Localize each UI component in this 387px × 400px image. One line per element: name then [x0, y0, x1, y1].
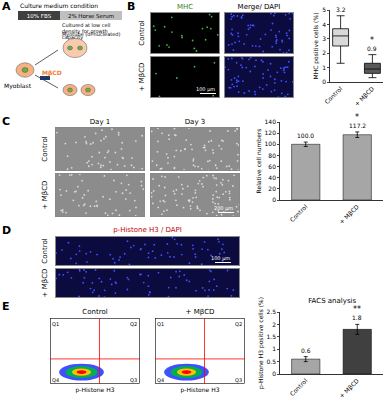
html-text:Q1: Q1	[157, 321, 165, 327]
svg-text:Relative cell numbers: Relative cell numbers	[255, 129, 262, 194]
html-text:100 μm: 100 μm	[211, 255, 231, 261]
html-text:Cultured at low cell density f: Cultured at low cell density for growth …	[62, 22, 111, 40]
html-text:Control: Control	[41, 238, 49, 264]
svg-text:Control: Control	[288, 203, 309, 224]
svg-text:60: 60	[268, 163, 276, 170]
html-text:Control: Control	[138, 20, 146, 46]
html-text:Control: Control	[82, 308, 108, 316]
svg-text:0: 0	[272, 196, 276, 203]
svg-text:1: 1	[272, 345, 276, 352]
html-text:MβCD: MβCD	[42, 69, 62, 76]
svg-text:1.5: 1.5	[266, 333, 276, 340]
html-text:Q4: Q4	[52, 377, 60, 383]
svg-text:1: 1	[322, 64, 326, 71]
html-text:Control: Control	[41, 136, 49, 162]
svg-text:FACS analysis: FACS analysis	[308, 297, 356, 305]
html-text:+ MβCD: + MβCD	[185, 308, 215, 316]
svg-text:5: 5	[322, 6, 326, 13]
svg-text:20: 20	[268, 185, 276, 192]
svg-text:2.5: 2.5	[266, 308, 276, 315]
svg-text:+ MβCD: + MβCD	[338, 377, 361, 400]
svg-text:Control: Control	[288, 377, 309, 398]
svg-text:100: 100	[265, 140, 277, 147]
svg-text:0.5: 0.5	[266, 358, 276, 365]
svg-text:4: 4	[322, 21, 326, 28]
svg-text:140: 140	[265, 118, 277, 125]
svg-text:MHC positive cells (%): MHC positive cells (%)	[312, 13, 320, 80]
html-text:200 μm: 200 μm	[214, 205, 234, 211]
html-text:B: B	[127, 0, 136, 13]
svg-text:100.0: 100.0	[297, 132, 314, 139]
html-text:+ MβCD: + MβCD	[41, 180, 49, 210]
svg-text:1.8: 1.8	[352, 314, 362, 321]
html-text:100 μm: 100 μm	[196, 86, 216, 92]
svg-text:0: 0	[322, 78, 326, 85]
svg-text:120: 120	[265, 129, 277, 136]
html-text:Day 1: Day 1	[89, 118, 111, 126]
html-text:Q4: Q4	[157, 377, 165, 383]
html-text:C: C	[2, 115, 11, 128]
svg-text:3.2: 3.2	[336, 6, 346, 13]
html-text:Q1: Q1	[52, 321, 60, 327]
html-text:D: D	[2, 224, 12, 237]
html-text:Culture medium condition: Culture medium condition	[20, 2, 99, 9]
html-text:+ MβCD: + MβCD	[41, 268, 49, 298]
html-text:2% Horse Serum: 2% Horse Serum	[67, 13, 115, 19]
svg-text:0: 0	[272, 370, 276, 377]
html-text:p-Histone H3: p-Histone H3	[180, 386, 220, 393]
html-text:Day 3: Day 3	[184, 118, 206, 126]
svg-text:*: *	[355, 113, 359, 122]
svg-text:**: **	[353, 305, 361, 314]
svg-text:0.9: 0.9	[367, 45, 377, 52]
svg-text:2: 2	[272, 321, 276, 328]
html-text:Q2: Q2	[235, 321, 243, 327]
html-text:p-Histone H3 / DAPI: p-Histone H3 / DAPI	[113, 226, 182, 234]
html-text:Q3: Q3	[130, 377, 138, 383]
html-text:MHC: MHC	[176, 3, 194, 11]
html-text:+ MβCD: + MβCD	[138, 62, 146, 92]
html-text:E: E	[2, 300, 10, 313]
svg-text:Control: Control	[323, 85, 344, 106]
svg-text:+ MβCD: + MβCD	[338, 203, 361, 226]
svg-text:*: *	[370, 36, 374, 45]
html-text:Merge/ DAPI: Merge/ DAPI	[237, 3, 281, 11]
svg-text:3: 3	[322, 35, 326, 42]
svg-text:80: 80	[268, 152, 276, 159]
html-text:Myoblast: Myoblast	[4, 82, 31, 89]
html-text:Q3: Q3	[235, 377, 243, 383]
svg-text:0.6: 0.6	[301, 347, 311, 354]
svg-text:2: 2	[322, 49, 326, 56]
svg-text:+ MβCD: + MβCD	[353, 85, 376, 108]
html-text:Q2: Q2	[130, 321, 138, 327]
svg-text:p-Histone H3 positive cells (%: p-Histone H3 positive cells (%)	[257, 297, 265, 389]
html-text:p-Histone H3: p-Histone H3	[75, 386, 115, 393]
svg-text:117.2: 117.2	[349, 122, 366, 129]
html-text:Myotube (di-nucleated): Myotube (di-nucleated)	[62, 31, 121, 37]
svg-text:40: 40	[268, 174, 276, 181]
html-text:10% FBS: 10% FBS	[26, 13, 52, 19]
html-text:A: A	[2, 0, 11, 13]
